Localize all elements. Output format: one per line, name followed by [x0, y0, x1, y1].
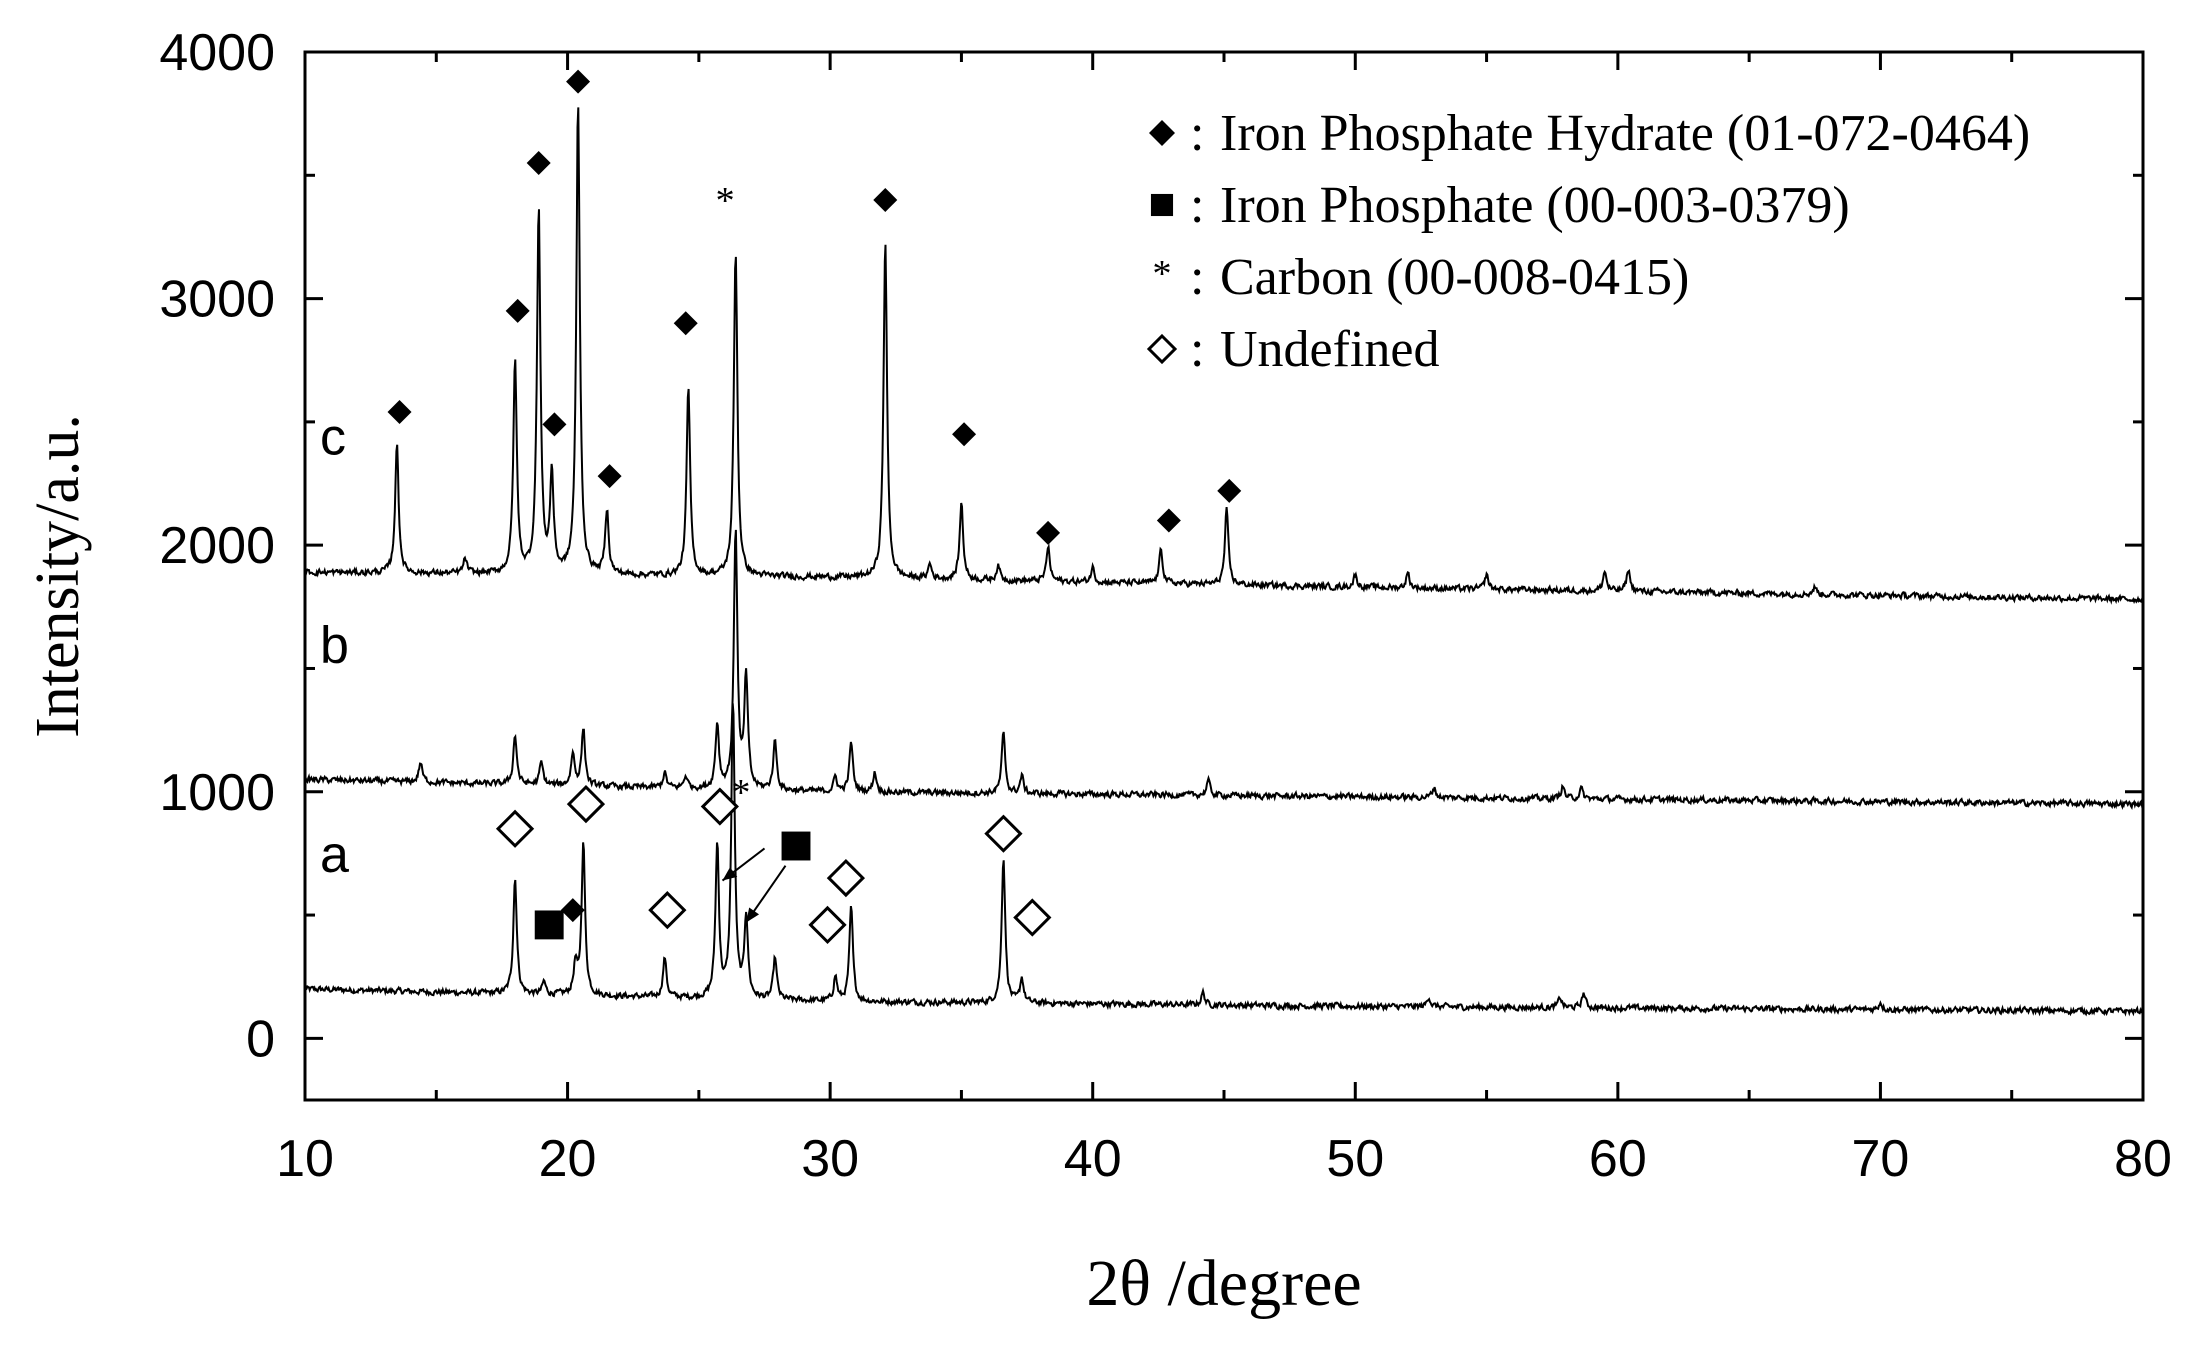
x-tick-label: 60 [1589, 1130, 1647, 1188]
legend-separator: : [1190, 321, 1204, 378]
xrd-curves: a b c [304, 107, 2144, 1017]
arrow-head [746, 907, 760, 923]
legend-entry-text: Undefined [1220, 321, 1439, 378]
x-axis-title: 2θ /degree [1086, 1247, 1361, 1320]
open-diamond-marker [648, 891, 687, 930]
legend-entry-text: Iron Phosphate Hydrate (01-072-0464) [1220, 105, 2030, 162]
y-tick-label: 3000 [159, 271, 275, 329]
filled-square-marker [534, 910, 564, 940]
peak-annotations: ** [387, 69, 1242, 945]
legend-marker-asterisk: * [1152, 253, 1171, 295]
legend-entry-text: Iron Phosphate (00-003-0379) [1220, 177, 1850, 234]
series-line-c [304, 107, 2144, 605]
filled-diamond-marker [597, 464, 622, 489]
x-axis: 10 20 30 40 50 60 70 80 [276, 52, 2172, 1188]
filled-diamond-marker [1217, 478, 1242, 503]
legend-marker-filled-square [1150, 193, 1174, 217]
open-diamond-marker [1013, 898, 1052, 937]
x-tick-label: 40 [1064, 1130, 1122, 1188]
filled-diamond-marker [542, 412, 567, 437]
x-tick-label: 80 [2114, 1130, 2172, 1188]
x-tick-label: 70 [1852, 1130, 1910, 1188]
filled-diamond-marker [873, 187, 898, 212]
legend: : Iron Phosphate Hydrate (01-072-0464): Ir… [1146, 105, 2030, 378]
open-diamond-marker [826, 858, 866, 898]
filled-diamond-marker [526, 150, 551, 175]
filled-square-marker [781, 831, 811, 861]
open-diamond-marker [984, 814, 1023, 853]
asterisk-marker: * [716, 180, 735, 222]
series-label-b: b [320, 616, 349, 674]
legend-marker-filled-diamond [1149, 120, 1175, 146]
series-line-a [304, 703, 2144, 1017]
asterisk-marker: * [731, 772, 750, 814]
legend-separator: : [1190, 105, 1204, 162]
filled-diamond-marker [560, 898, 585, 923]
x-tick-label: 30 [801, 1130, 859, 1188]
legend-separator: : [1190, 177, 1204, 234]
filled-diamond-marker [952, 422, 977, 447]
open-diamond-marker [495, 809, 535, 848]
open-diamond-marker [808, 905, 847, 945]
filled-diamond-marker [387, 400, 412, 425]
filled-diamond-marker [1036, 520, 1061, 545]
series-line-b [304, 529, 2144, 810]
x-tick-label: 50 [1326, 1130, 1384, 1188]
x-tick-label: 10 [276, 1130, 334, 1188]
filled-diamond-marker [1156, 508, 1181, 533]
legend-marker-open-diamond [1146, 333, 1178, 365]
y-tick-label: 1000 [159, 764, 275, 822]
legend-separator: : [1190, 249, 1204, 306]
filled-diamond-marker [673, 311, 698, 336]
y-tick-label: 4000 [159, 24, 275, 82]
y-axis-title: Intensity/a.u. [24, 414, 92, 738]
series-label-a: a [320, 826, 349, 884]
series-label-c: c [320, 408, 346, 466]
y-axis: 0 1000 2000 3000 4000 [159, 24, 2143, 1068]
arrow-head [722, 867, 738, 881]
open-diamond-marker [566, 784, 606, 824]
y-tick-label: 0 [246, 1010, 275, 1068]
filled-diamond-marker [566, 69, 591, 94]
legend-entry-text: Carbon (00-008-0415) [1220, 249, 1689, 306]
filled-diamond-marker [505, 298, 530, 323]
y-tick-label: 2000 [159, 517, 275, 575]
x-tick-label: 20 [539, 1130, 597, 1188]
open-diamond-marker [700, 787, 739, 826]
